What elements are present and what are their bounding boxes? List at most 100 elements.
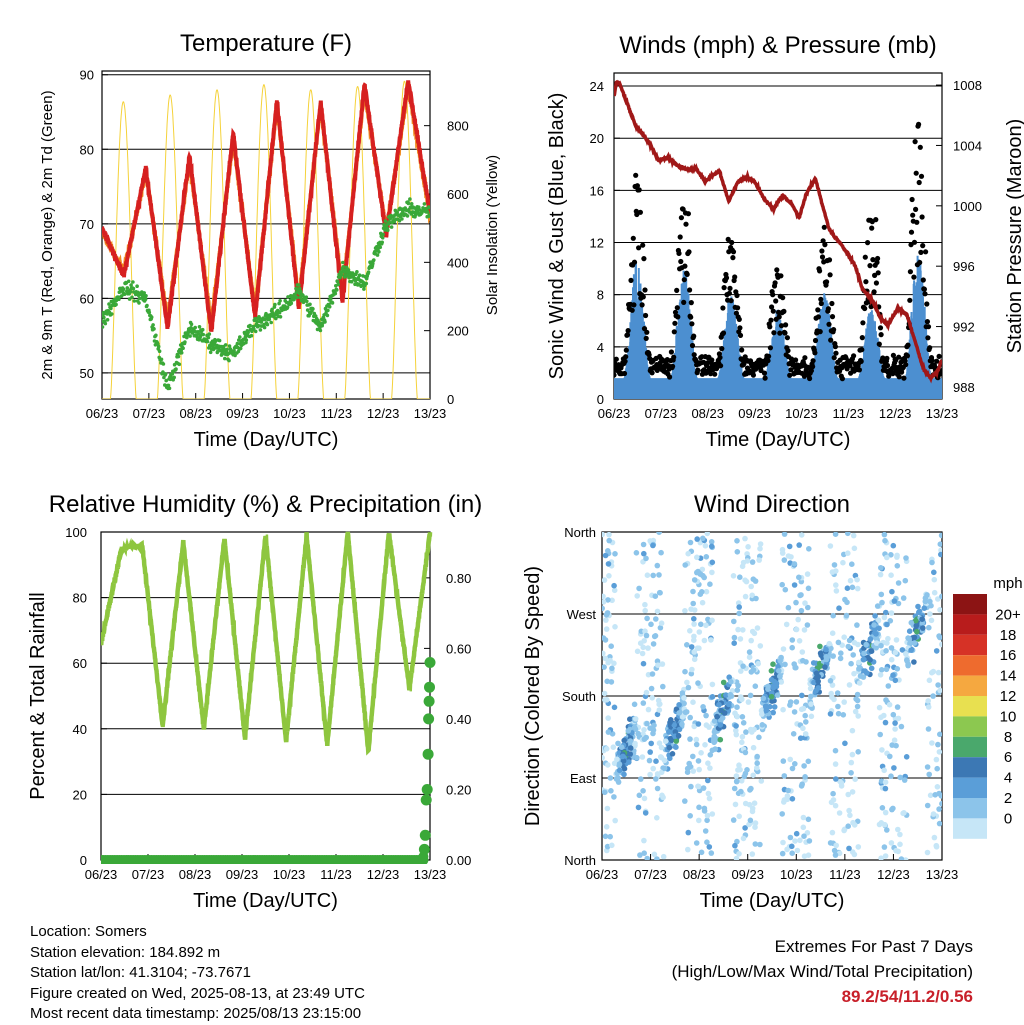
direction-point — [642, 810, 649, 816]
direction-point — [807, 685, 814, 692]
direction-point — [661, 757, 668, 764]
gust-point — [929, 357, 935, 363]
direction-point — [885, 683, 892, 689]
direction-point — [671, 722, 677, 728]
direction-point — [709, 747, 716, 754]
direction-point — [823, 646, 829, 653]
direction-point — [700, 572, 706, 579]
dewpoint-point — [305, 299, 309, 304]
direction-point — [876, 821, 883, 828]
direction-point — [892, 720, 898, 726]
direction-point — [660, 683, 666, 690]
direction-point — [605, 659, 611, 666]
colorbar-label: 2 — [1004, 790, 1012, 807]
direction-point — [731, 785, 738, 792]
dewpoint-point — [147, 310, 152, 315]
gust-point — [890, 352, 897, 358]
gust-point — [774, 267, 780, 273]
dewpoint-point — [157, 349, 162, 354]
direction-point — [895, 580, 902, 586]
gust-point — [821, 224, 827, 230]
dewpoint-point — [252, 327, 256, 331]
direction-point — [778, 679, 785, 685]
dewpoint-point — [377, 250, 381, 254]
winds-plot-area — [614, 79, 942, 399]
dewpoint-point — [244, 338, 249, 342]
direction-point — [898, 856, 905, 860]
direction-point — [843, 612, 850, 619]
direction-point — [742, 577, 748, 583]
direction-point — [736, 813, 742, 820]
direction-point — [694, 554, 700, 561]
direction-point — [751, 800, 758, 806]
colorbar-swatch — [953, 634, 987, 656]
direction-point — [740, 720, 747, 726]
dewpoint-point — [128, 290, 133, 294]
direction-point — [669, 751, 676, 757]
direction-point — [888, 552, 894, 558]
direction-point — [615, 740, 621, 747]
gust-point — [688, 314, 694, 320]
dewpoint-point — [395, 210, 400, 214]
direction-point — [681, 700, 687, 707]
colorbar-swatch — [953, 675, 987, 696]
figure-created: Figure created on Wed, 2025-08-13, at 23… — [30, 984, 365, 1002]
direction-point — [705, 777, 711, 784]
direction-point — [780, 839, 786, 846]
direction-point — [840, 712, 847, 718]
direction-point — [888, 773, 894, 779]
direction-point — [651, 633, 658, 640]
direction-point — [638, 776, 644, 782]
dewpoint-point — [117, 297, 121, 302]
direction-point — [931, 589, 938, 596]
direction-point — [655, 662, 661, 668]
gust-point — [827, 272, 833, 278]
direction-point — [795, 616, 801, 623]
direction-point — [634, 593, 640, 599]
dewpoint-point — [246, 330, 250, 334]
colorbar-label: 14 — [1000, 668, 1017, 685]
direction-point — [666, 729, 672, 735]
direction-point — [922, 595, 929, 601]
direction-point — [726, 674, 732, 680]
gust-point — [765, 358, 771, 364]
direction-point — [804, 571, 811, 577]
gust-point — [717, 354, 723, 361]
direction-point — [838, 650, 844, 656]
direction-point — [604, 610, 611, 616]
direction-point — [690, 600, 696, 607]
direction-point — [759, 711, 765, 717]
gust-point — [730, 249, 737, 255]
direction-point — [632, 716, 639, 722]
direction-point — [938, 547, 942, 553]
y-tick-label: 100 — [65, 525, 87, 540]
direction-point — [788, 554, 794, 560]
dewpoint-point — [197, 325, 202, 329]
dewpoint-point — [149, 315, 154, 320]
dewpoint-point — [336, 282, 341, 287]
dewpoint-point — [286, 295, 290, 299]
direction-point — [667, 735, 674, 742]
direction-point — [706, 844, 713, 850]
direction-point — [648, 621, 654, 628]
gust-point — [884, 362, 891, 369]
gust-point — [859, 335, 865, 341]
direction-point — [849, 789, 856, 795]
direction-point — [831, 696, 837, 703]
gust-point — [896, 374, 902, 380]
direction-point — [752, 820, 759, 826]
direction-point — [887, 618, 894, 624]
dewpoint-point — [156, 344, 161, 349]
direction-point — [838, 783, 845, 789]
direction-point — [919, 616, 925, 622]
gust-point — [934, 358, 940, 364]
direction-point — [894, 704, 901, 710]
dewpoint-point — [161, 362, 166, 366]
gust-point — [689, 321, 695, 327]
colorbar-swatch — [953, 696, 987, 717]
direction-point — [791, 561, 798, 567]
x-tick-label: 09/23 — [226, 406, 259, 421]
direction-point — [781, 773, 788, 779]
direction-point — [939, 641, 942, 648]
direction-point — [931, 576, 938, 583]
